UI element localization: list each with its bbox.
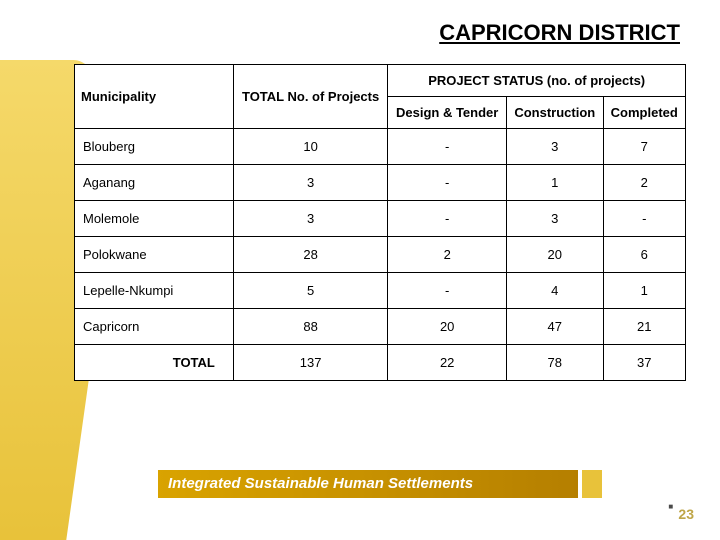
table-row: Molemole 3 - 3 -: [75, 201, 686, 237]
footer-banner: Integrated Sustainable Human Settlements: [158, 470, 578, 498]
cell-total-completed: 37: [603, 345, 685, 381]
cell-construction: 47: [506, 309, 603, 345]
cell-design: 20: [388, 309, 507, 345]
cell-municipality: Capricorn: [75, 309, 234, 345]
cell-total: 88: [233, 309, 388, 345]
cell-construction: 4: [506, 273, 603, 309]
cell-municipality: Blouberg: [75, 129, 234, 165]
cell-municipality: Polokwane: [75, 237, 234, 273]
cell-total: 10: [233, 129, 388, 165]
cell-total-label: TOTAL: [75, 345, 234, 381]
cell-total: 3: [233, 201, 388, 237]
cell-construction: 1: [506, 165, 603, 201]
cell-design: -: [388, 129, 507, 165]
projects-table: Municipality TOTAL No. of Projects PROJE…: [74, 64, 686, 381]
cell-completed: 2: [603, 165, 685, 201]
cell-total: 28: [233, 237, 388, 273]
cell-construction: 3: [506, 201, 603, 237]
cell-design: 2: [388, 237, 507, 273]
cell-municipality: Molemole: [75, 201, 234, 237]
col-header-status-span: PROJECT STATUS (no. of projects): [388, 65, 686, 97]
table-row: Aganang 3 - 1 2: [75, 165, 686, 201]
table-row-total: TOTAL 137 22 78 37: [75, 345, 686, 381]
col-header-municipality: Municipality: [75, 65, 234, 129]
cell-completed: 6: [603, 237, 685, 273]
col-header-total: TOTAL No. of Projects: [233, 65, 388, 129]
cell-completed: 21: [603, 309, 685, 345]
cell-total-design: 22: [388, 345, 507, 381]
projects-table-body: Blouberg 10 - 3 7 Aganang 3 - 1 2 Molemo…: [75, 129, 686, 381]
cell-total: 3: [233, 165, 388, 201]
cell-total-construction: 78: [506, 345, 603, 381]
table-row: Lepelle-Nkumpi 5 - 4 1: [75, 273, 686, 309]
cell-total: 5: [233, 273, 388, 309]
page-title: CAPRICORN DISTRICT: [439, 20, 680, 46]
cell-construction: 20: [506, 237, 603, 273]
cell-municipality: Lepelle-Nkumpi: [75, 273, 234, 309]
cell-design: -: [388, 273, 507, 309]
col-header-design: Design & Tender: [388, 97, 507, 129]
cell-completed: -: [603, 201, 685, 237]
projects-table-container: Municipality TOTAL No. of Projects PROJE…: [74, 64, 686, 381]
table-row: Blouberg 10 - 3 7: [75, 129, 686, 165]
footer-accent-block: [582, 470, 602, 498]
cell-completed: 1: [603, 273, 685, 309]
slide-number: 23: [678, 506, 694, 522]
cell-design: -: [388, 201, 507, 237]
cell-construction: 3: [506, 129, 603, 165]
table-row: Polokwane 28 2 20 6: [75, 237, 686, 273]
col-header-construction: Construction: [506, 97, 603, 129]
cell-completed: 7: [603, 129, 685, 165]
cell-municipality: Aganang: [75, 165, 234, 201]
cell-design: -: [388, 165, 507, 201]
cell-total-total: 137: [233, 345, 388, 381]
table-row: Capricorn 88 20 47 21: [75, 309, 686, 345]
col-header-completed: Completed: [603, 97, 685, 129]
